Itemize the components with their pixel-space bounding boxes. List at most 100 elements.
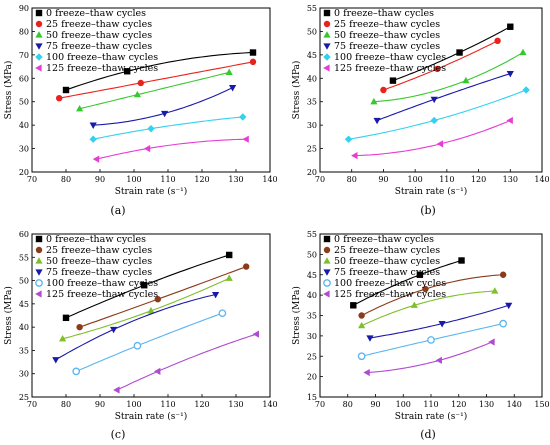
legend-label: 0 freeze–thaw cycles xyxy=(46,234,146,245)
legend-label: 50 freeze–thaw cycles xyxy=(46,30,152,41)
data-point xyxy=(422,285,429,293)
legend-marker xyxy=(323,20,331,28)
data-point xyxy=(370,97,378,105)
data-point xyxy=(357,352,366,361)
x-tick-label: 70 xyxy=(315,400,325,409)
data-point xyxy=(427,336,435,344)
data-point xyxy=(434,65,441,73)
data-point xyxy=(491,287,499,294)
series-curve xyxy=(75,312,223,372)
legend-label: 75 freeze–thaw cycles xyxy=(46,267,152,278)
x-axis-label: Strain rate (s⁻¹) xyxy=(395,186,467,197)
series-curve xyxy=(65,254,230,319)
legend-label: 25 freeze–thaw cycles xyxy=(334,245,440,256)
series-curve xyxy=(354,119,511,157)
series-3 xyxy=(358,287,499,329)
data-point xyxy=(507,23,514,30)
legend-marker xyxy=(35,257,43,264)
legend-marker xyxy=(35,53,43,61)
data-point xyxy=(458,257,465,264)
y-tick-label: 50 xyxy=(19,277,29,286)
x-tick-label: 150 xyxy=(534,400,549,409)
x-tick-label: 90 xyxy=(370,400,380,409)
legend-label: 75 freeze–thaw cycles xyxy=(334,41,440,52)
y-tick-label: 55 xyxy=(307,4,317,13)
series-3 xyxy=(370,48,527,105)
x-tick-label: 70 xyxy=(27,175,37,184)
data-point xyxy=(436,140,444,148)
data-point xyxy=(76,104,84,112)
legend-marker xyxy=(323,290,330,298)
y-axis-label: Stress (MPa) xyxy=(3,61,14,120)
data-point xyxy=(249,58,257,66)
series-6 xyxy=(113,330,259,394)
y-tick-label: 60 xyxy=(19,230,29,239)
series-2 xyxy=(56,58,257,102)
legend-label: 25 freeze–thaw cycles xyxy=(334,19,440,30)
data-point xyxy=(380,86,387,94)
series-curve xyxy=(65,51,254,91)
data-point xyxy=(344,135,353,143)
y-tick-label: 45 xyxy=(19,300,29,309)
series-6 xyxy=(351,116,513,160)
legend-marker xyxy=(35,290,42,298)
data-point xyxy=(147,124,155,133)
legend-label: 100 freeze–thaw cycles xyxy=(334,278,446,289)
data-point xyxy=(366,335,374,342)
y-tick-label: 70 xyxy=(19,51,29,60)
legend-marker xyxy=(323,246,331,254)
y-tick-label: 40 xyxy=(19,121,29,130)
legend-marker xyxy=(323,257,331,264)
data-point xyxy=(252,330,259,338)
data-point xyxy=(506,71,514,78)
legend-label: 100 freeze–thaw cycles xyxy=(46,278,158,289)
plot-frame xyxy=(31,7,271,173)
legend-marker xyxy=(323,235,331,243)
x-tick-label: 100 xyxy=(126,400,141,409)
data-point xyxy=(416,271,424,278)
series-curve xyxy=(93,87,233,126)
series-3 xyxy=(59,274,233,342)
data-point xyxy=(124,68,131,75)
data-point xyxy=(438,321,446,328)
panel-label: (d) xyxy=(420,428,436,441)
legend-marker xyxy=(323,279,331,287)
x-tick-label: 140 xyxy=(534,175,549,184)
legend-label: 125 freeze–thaw cycles xyxy=(46,63,158,74)
y-tick-label: 50 xyxy=(307,27,317,36)
data-point xyxy=(249,49,257,56)
series-curve xyxy=(376,73,511,122)
y-tick-label: 40 xyxy=(307,291,317,300)
series-4 xyxy=(373,71,514,125)
x-tick-label: 130 xyxy=(228,175,243,184)
legend-marker xyxy=(35,246,43,254)
x-tick-label: 90 xyxy=(378,175,388,184)
series-6 xyxy=(92,135,249,163)
x-tick-label: 120 xyxy=(194,400,209,409)
x-tick-label: 100 xyxy=(396,400,411,409)
legend-label: 125 freeze–thaw cycles xyxy=(334,289,446,300)
series-2 xyxy=(358,271,507,319)
y-tick-label: 80 xyxy=(19,27,29,36)
data-point xyxy=(89,122,97,129)
y-axis-label: Stress (MPa) xyxy=(291,61,302,120)
data-point xyxy=(141,282,148,289)
y-tick-label: 25 xyxy=(307,145,317,154)
legend-label: 125 freeze–thaw cycles xyxy=(46,289,158,300)
y-tick-label: 90 xyxy=(19,4,29,13)
legend-marker xyxy=(35,235,43,243)
legend-marker xyxy=(35,279,43,287)
series-curve xyxy=(93,116,243,140)
chart-panel-4: 70 80 90 100 110 120 130 140 150 15 20 25 30 35 40 45 50… xyxy=(291,230,550,441)
data-point xyxy=(499,319,507,328)
series-curve xyxy=(373,52,524,103)
y-tick-label: 25 xyxy=(307,352,317,361)
panel-label: (a) xyxy=(110,204,125,217)
x-tick-label: 70 xyxy=(315,175,325,184)
x-tick-label: 130 xyxy=(479,400,494,409)
series-5 xyxy=(72,309,227,376)
series-curve xyxy=(383,40,498,91)
series-curve xyxy=(353,259,462,306)
